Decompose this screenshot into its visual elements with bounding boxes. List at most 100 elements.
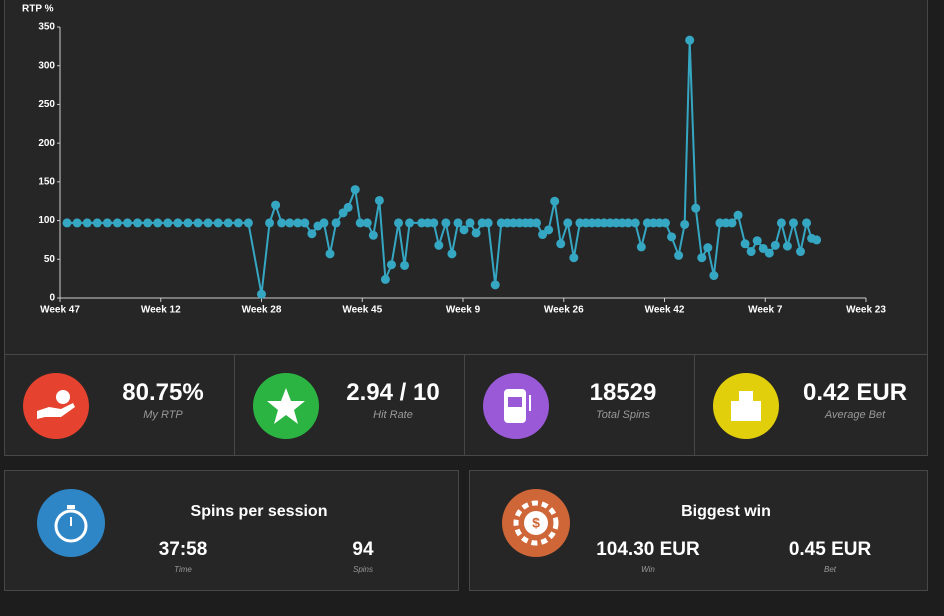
data-point: [544, 225, 554, 235]
stat-icon: [483, 373, 549, 439]
data-point: [368, 230, 378, 240]
stat-icon: [23, 373, 89, 439]
chart: RTP % 0 50 100 150 200 250 300 350 Week 47 Week 1…: [22, 4, 886, 316]
stat-tile: 0.42 EUR Average Bet: [695, 355, 927, 455]
data-point: [293, 218, 303, 228]
data-point: [441, 218, 451, 228]
data-point: [362, 218, 372, 228]
data-point: [532, 218, 542, 228]
data-point: [490, 280, 500, 290]
stat-label: Average Bet: [824, 409, 886, 421]
y-tick-label: 50: [44, 254, 56, 265]
win-label: Win: [641, 565, 655, 574]
data-point: [746, 247, 756, 257]
data-point: [400, 260, 410, 270]
data-point: [776, 218, 786, 228]
data-point: [697, 253, 707, 263]
y-axis-label: RTP %: [22, 4, 54, 15]
data-point: [447, 249, 457, 259]
panel-title: Spins per session: [190, 503, 328, 520]
biggest-win-panel: $ Biggest win 104.30 EUR Win 0.45 EUR Be…: [469, 470, 928, 591]
data-point: [350, 185, 360, 195]
sessions-panel: Spins per session 37:58 Time 94 Spins: [4, 470, 459, 591]
data-point: [173, 218, 183, 228]
data-point: [243, 218, 253, 228]
win-value: 104.30 EUR: [596, 539, 700, 560]
y-tick-label: 300: [38, 60, 55, 71]
data-point: [453, 218, 463, 228]
stat-value: 2.94 / 10: [346, 379, 440, 406]
x-tick-label: Week 26: [544, 305, 584, 316]
data-point: [429, 218, 439, 228]
data-point: [112, 218, 122, 228]
data-point: [709, 271, 719, 281]
stat-tile: 18529 Total Spins: [465, 355, 695, 455]
data-point: [703, 243, 713, 253]
x-tick-label: Week 12: [141, 305, 181, 316]
session-value: 37:58: [158, 539, 208, 560]
data-point: [630, 218, 640, 228]
data-point: [623, 218, 633, 228]
data-point: [153, 218, 163, 228]
x-tick-label: Week 45: [342, 305, 382, 316]
data-point: [550, 196, 560, 206]
data-point: [569, 253, 579, 263]
data-point: [325, 249, 335, 259]
data-point: [143, 218, 153, 228]
data-point: [465, 218, 475, 228]
data-point: [300, 218, 310, 228]
stat-icon: [253, 373, 319, 439]
data-point: [483, 218, 493, 228]
y-tick-label: 250: [38, 99, 55, 110]
data-point: [92, 218, 102, 228]
data-point: [727, 218, 737, 228]
data-point: [380, 274, 390, 284]
chip-icon: $: [502, 489, 570, 557]
stat-label: Hit Rate: [373, 409, 413, 421]
data-point: [788, 218, 798, 228]
data-point: [394, 218, 404, 228]
data-point: [667, 232, 677, 242]
y-tick-label: 0: [49, 293, 55, 304]
svg-text:$: $: [532, 515, 540, 531]
panel-title: Biggest win: [681, 503, 771, 520]
data-point: [331, 218, 341, 228]
session-label: Time: [174, 565, 192, 574]
data-point: [674, 250, 684, 260]
data-point: [405, 218, 415, 228]
data-point: [233, 218, 243, 228]
data-point: [752, 236, 762, 246]
data-point: [343, 202, 353, 212]
data-point: [265, 218, 275, 228]
stat-tile: 2.94 / 10 Hit Rate: [235, 355, 465, 455]
data-point: [733, 210, 743, 220]
data-point: [223, 218, 233, 228]
session-value: 94: [352, 539, 374, 560]
x-tick-label: Week 23: [846, 305, 886, 316]
data-point: [285, 218, 295, 228]
x-tick-label: Week 28: [242, 305, 282, 316]
data-point: [685, 35, 695, 45]
data-point: [563, 218, 573, 228]
x-tick-label: Week 7: [748, 305, 783, 316]
chart-panel: [4, 0, 928, 355]
y-tick-label: 200: [38, 138, 55, 149]
data-point: [72, 218, 82, 228]
data-point: [386, 260, 396, 270]
y-tick-label: 150: [38, 176, 55, 187]
data-point: [459, 225, 469, 235]
stat-icon: [713, 373, 779, 439]
data-point: [374, 195, 384, 205]
data-point: [163, 218, 173, 228]
data-point: [812, 235, 822, 245]
data-point: [319, 218, 329, 228]
data-point: [661, 218, 671, 228]
data-point: [183, 218, 193, 228]
data-point: [102, 218, 112, 228]
data-point: [802, 218, 812, 228]
data-point: [740, 239, 750, 249]
stat-label: Total Spins: [595, 409, 651, 421]
data-point: [636, 242, 646, 252]
win-label: Bet: [823, 565, 836, 574]
